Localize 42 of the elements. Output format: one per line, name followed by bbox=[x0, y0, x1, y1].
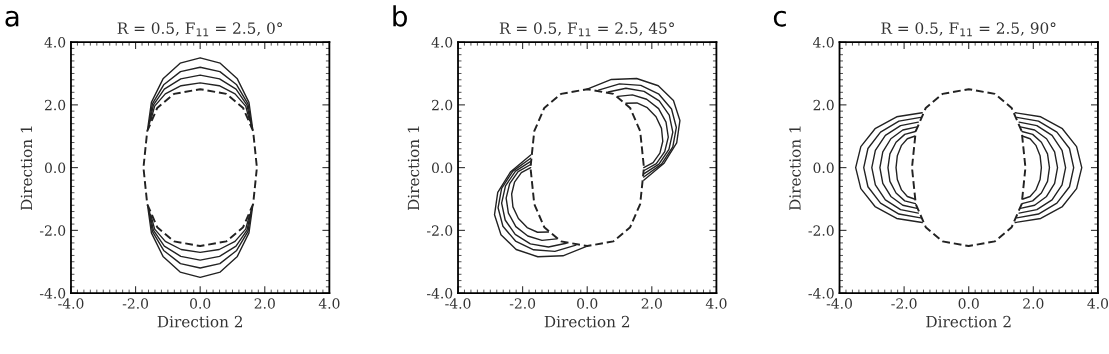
y-tick-label: -4.0 bbox=[808, 288, 834, 299]
chart-title: R = 0.5, F$_{11}$ = 2.5, 0° bbox=[117, 22, 282, 37]
y-tick-label: 2.0 bbox=[44, 99, 66, 111]
y-tick-label: -4.0 bbox=[426, 288, 453, 299]
y-tick-label: 4.0 bbox=[44, 37, 66, 48]
x-axis-title: Direction 2 bbox=[157, 315, 243, 328]
x-tick-label: -2.0 bbox=[122, 298, 149, 309]
x-tick-label: 4.0 bbox=[1087, 298, 1109, 309]
y-tick-label: 2.0 bbox=[432, 99, 453, 111]
x-tick-label: 2.0 bbox=[254, 298, 275, 309]
x-axis-title: Direction 2 bbox=[544, 315, 630, 328]
y-tick-label: 4.0 bbox=[812, 37, 834, 48]
y-tick-label: 0.0 bbox=[813, 162, 834, 174]
chart-title: R = 0.5, F$_{11}$ = 2.5, 90° bbox=[881, 22, 1056, 37]
x-tick-label: 2.0 bbox=[641, 298, 662, 309]
text: b bbox=[393, 5, 407, 27]
y-tick-label: -4.0 bbox=[39, 288, 66, 299]
x-tick-label: 4.0 bbox=[705, 298, 727, 309]
x-tick-label: 0.0 bbox=[577, 298, 598, 309]
chart-title: R = 0.5, F$_{11}$ = 2.5, 45° bbox=[499, 22, 674, 37]
y-tick-label: -2.0 bbox=[808, 225, 834, 236]
x-tick-label: 0.0 bbox=[958, 298, 979, 309]
text: c bbox=[773, 10, 786, 27]
y-tick-label: -2.0 bbox=[426, 225, 453, 236]
y-axis-title: Direction 1 bbox=[407, 126, 420, 211]
y-tick-label: -2.0 bbox=[39, 225, 66, 236]
x-tick-label: -4.0 bbox=[445, 298, 471, 309]
y-tick-label: 0.0 bbox=[431, 162, 453, 174]
x-tick-label: -4.0 bbox=[826, 298, 852, 309]
y-axis-title: Direction 1 bbox=[789, 126, 801, 211]
y-axis-title: Direction 1 bbox=[20, 126, 33, 211]
x-axis-title: Direction 2 bbox=[926, 315, 1011, 328]
x-tick-label: 2.0 bbox=[1023, 298, 1044, 309]
y-tick-label: 0.0 bbox=[44, 162, 66, 174]
y-tick-label: 2.0 bbox=[813, 99, 834, 111]
text: a bbox=[5, 10, 19, 27]
x-tick-label: 4.0 bbox=[318, 298, 340, 309]
x-tick-label: -2.0 bbox=[509, 298, 536, 309]
x-tick-label: -4.0 bbox=[58, 298, 84, 309]
x-tick-label: 0.0 bbox=[190, 298, 211, 309]
y-tick-label: 4.0 bbox=[431, 37, 453, 48]
x-tick-label: -2.0 bbox=[891, 298, 917, 309]
